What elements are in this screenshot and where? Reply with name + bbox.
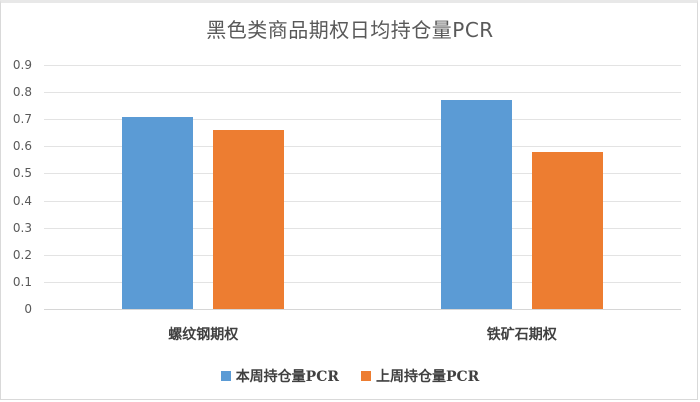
y-tick-label: 0.9	[12, 58, 32, 72]
x-category-label: 铁矿石期权	[486, 327, 557, 343]
y-tick-label: 0.8	[12, 85, 32, 100]
x-category-label: 螺纹钢期权	[168, 327, 239, 343]
y-tick-label: 0.3	[12, 220, 32, 235]
gridline	[44, 281, 681, 283]
bar	[440, 100, 512, 309]
y-tick-label: 0.7	[12, 112, 32, 127]
legend-label: 本周持仓量PCR	[235, 369, 339, 385]
legend-item-this-week: 本周持仓量PCR	[220, 366, 339, 386]
y-tick-label: 0.1	[12, 274, 32, 289]
gridline	[44, 254, 681, 256]
y-tick-label: 0.2	[12, 247, 32, 262]
y-tick-label: 0.5	[12, 166, 32, 181]
bar	[213, 130, 285, 309]
gridline	[44, 146, 681, 148]
gridline	[44, 227, 681, 229]
plot-area	[44, 65, 681, 310]
gridline	[44, 65, 681, 66]
legend-swatch-orange	[361, 371, 371, 381]
legend-swatch-blue	[220, 371, 231, 381]
legend-item-last-week: 上周持仓量PCR	[361, 366, 479, 386]
gridline	[44, 309, 681, 310]
y-tick-label: 0	[24, 302, 32, 316]
bar	[122, 116, 194, 309]
chart-title: 黑色类商品期权日均持仓量PCR	[206, 18, 494, 42]
gridline	[44, 173, 681, 175]
legend: 本周持仓量PCR 上周持仓量PCR	[0, 366, 700, 386]
gridline	[44, 92, 681, 94]
y-tick-label: 0.6	[12, 139, 32, 154]
bar	[531, 151, 603, 309]
gridline	[44, 119, 681, 121]
legend-label: 上周持仓量PCR	[376, 369, 480, 385]
y-tick-label: 0.4	[12, 193, 32, 208]
gridline	[44, 200, 681, 202]
